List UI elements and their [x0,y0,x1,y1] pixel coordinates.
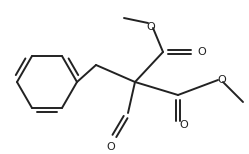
Text: O: O [198,47,206,57]
Text: O: O [107,142,115,152]
Text: O: O [180,120,188,130]
Text: O: O [147,22,155,32]
Text: O: O [218,75,226,85]
